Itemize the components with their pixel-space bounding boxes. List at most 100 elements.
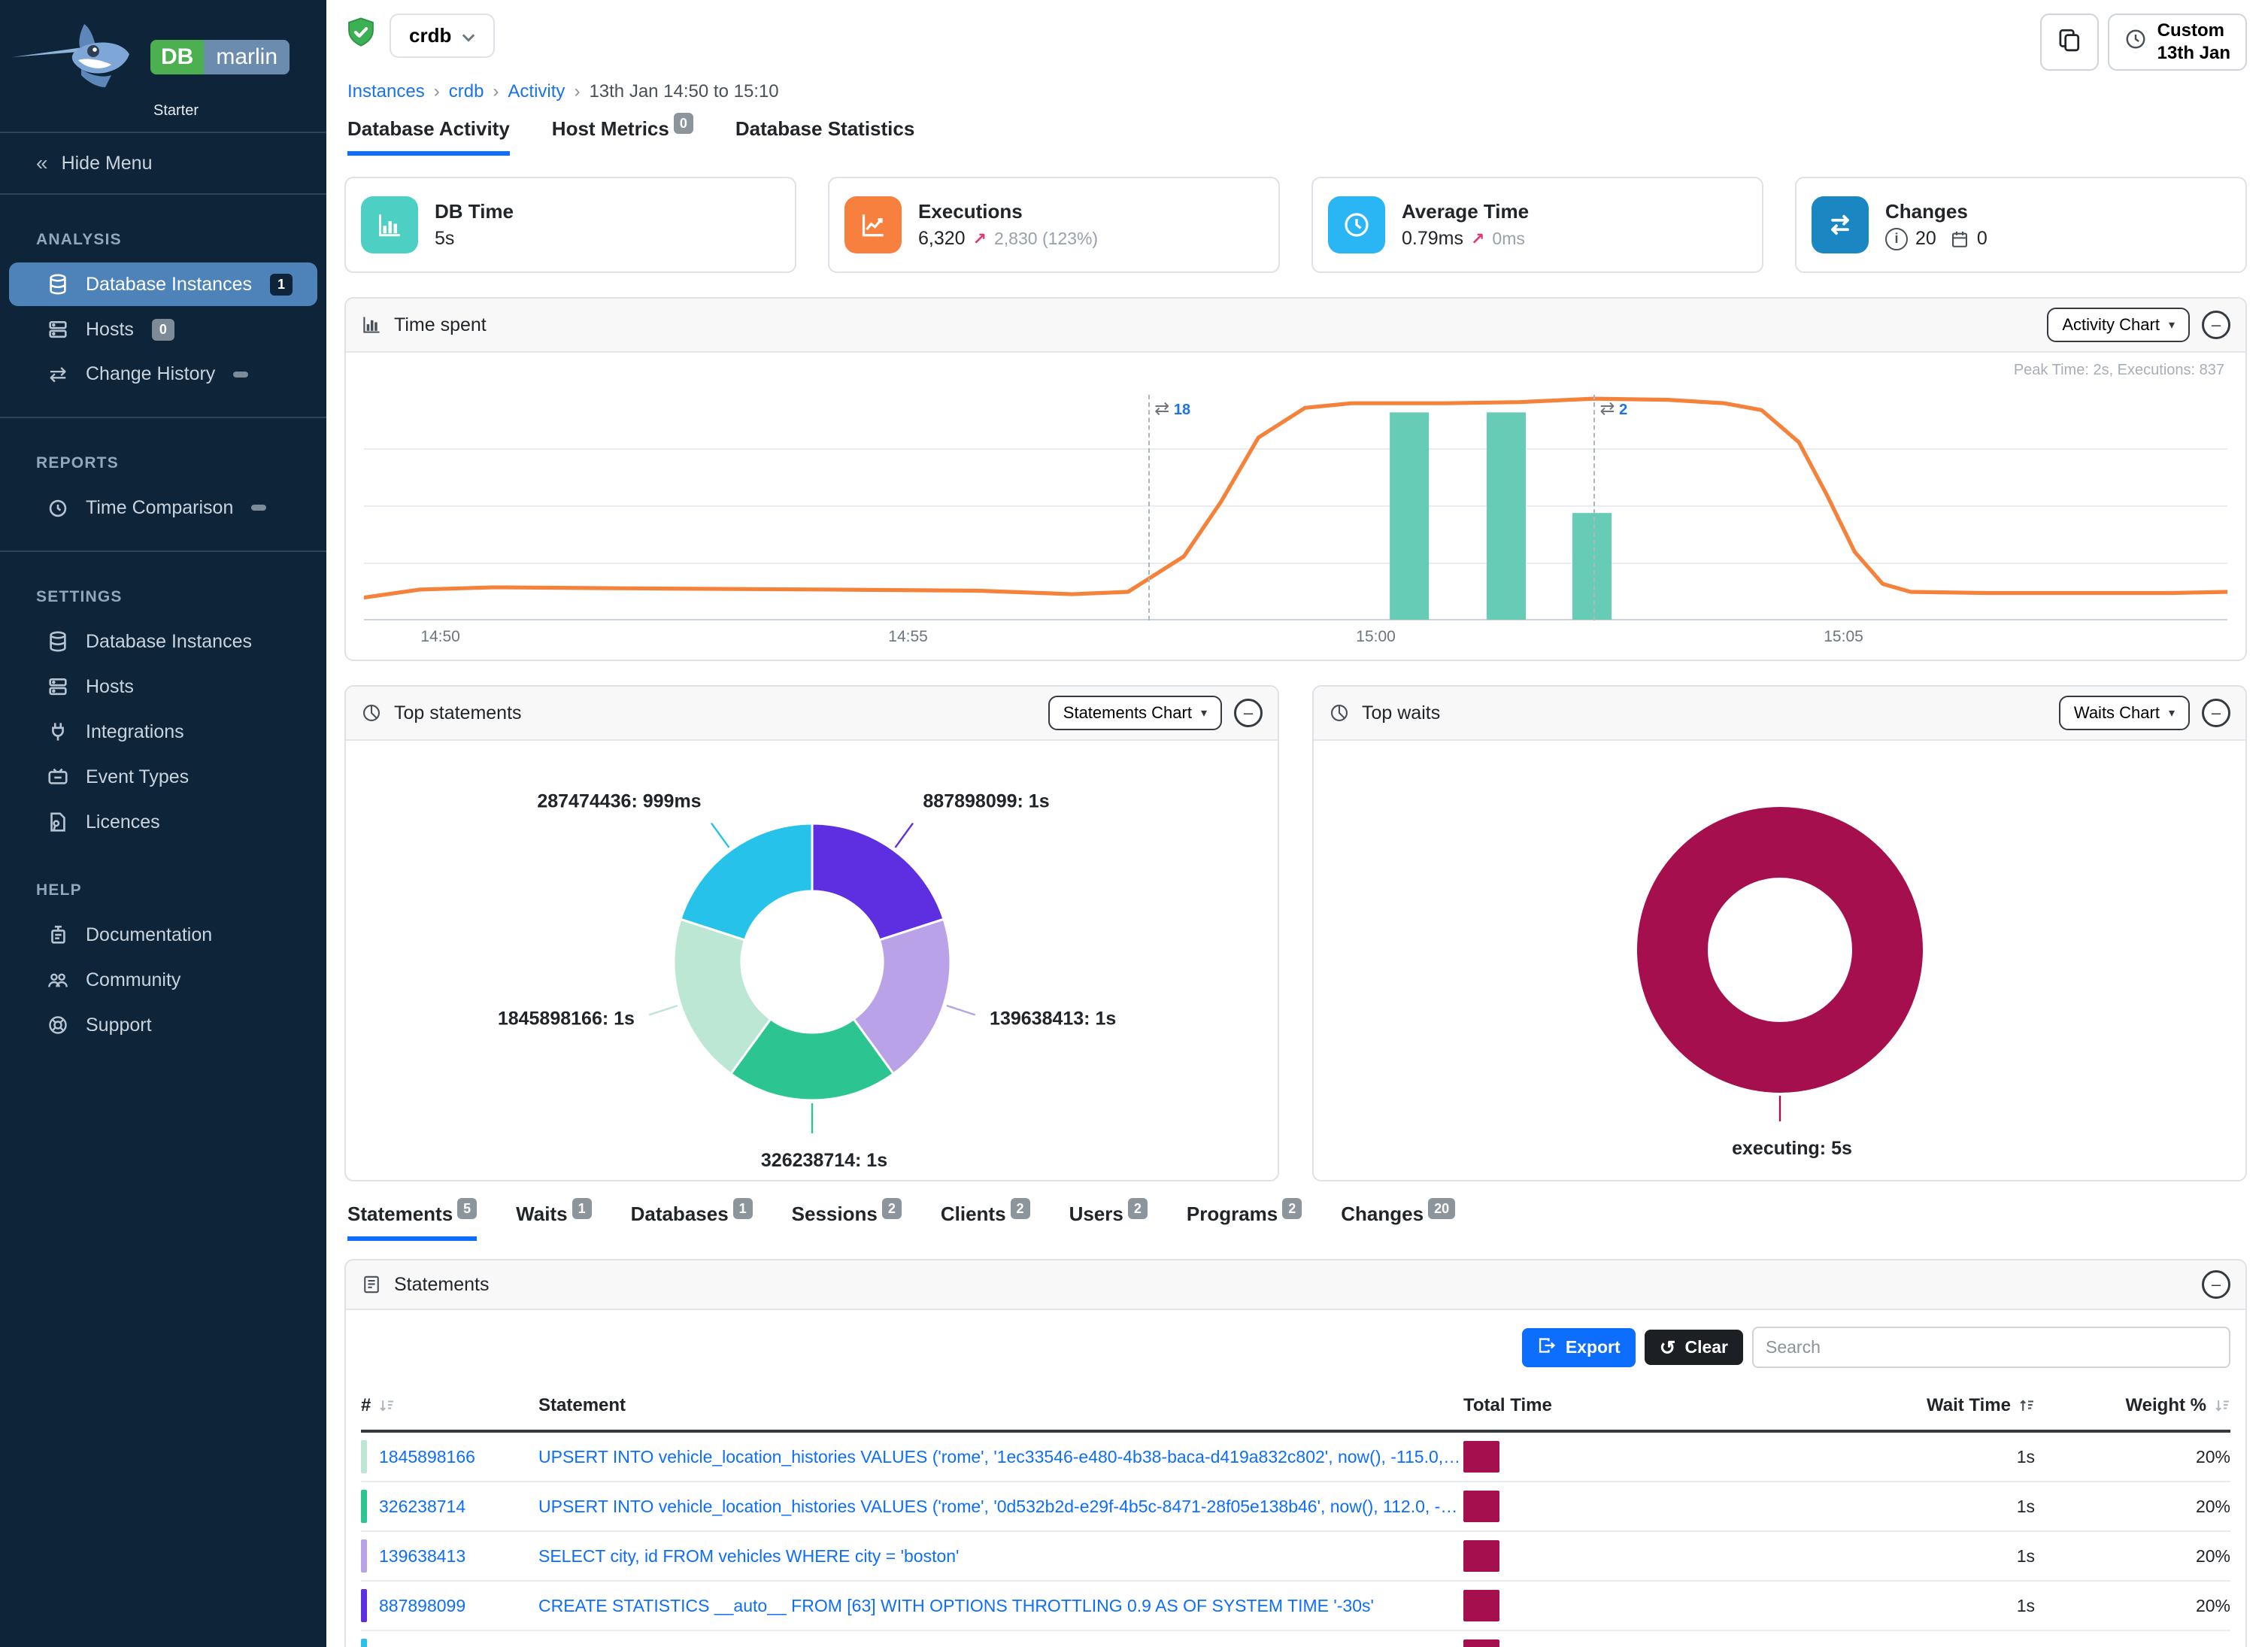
- total-time-cell: [1463, 1491, 1689, 1522]
- time-range-button[interactable]: Custom 13th Jan: [2107, 14, 2247, 71]
- trend-up-icon: ↗: [972, 229, 987, 248]
- event-count: 0: [1976, 228, 1988, 249]
- collapse-panel-button[interactable]: –: [2202, 699, 2230, 727]
- statement-id-link[interactable]: 1845898166: [379, 1446, 475, 1467]
- hide-menu-button[interactable]: « Hide Menu: [0, 133, 326, 195]
- panel-title: Top statements: [394, 702, 522, 723]
- col-weight[interactable]: Weight %: [2035, 1395, 2230, 1416]
- color-key: [361, 1639, 367, 1647]
- pie-chart-icon: [361, 702, 382, 723]
- breadcrumb-activity-link[interactable]: Activity: [508, 81, 565, 102]
- statement-list-icon: [361, 1274, 382, 1295]
- sidebar-item-time-comparison[interactable]: Time Comparison: [9, 486, 317, 529]
- statement-id-link[interactable]: 139638413: [379, 1545, 466, 1566]
- search-input[interactable]: [1752, 1327, 2230, 1368]
- export-button[interactable]: Export: [1521, 1327, 1636, 1367]
- sidebar-item-integrations[interactable]: Integrations: [9, 710, 317, 754]
- total-time-bar: [1463, 1441, 1499, 1473]
- instance-selector-button[interactable]: crdb: [390, 14, 496, 58]
- statement-id-cell: 326238714: [361, 1490, 538, 1523]
- collapse-panel-button[interactable]: –: [1234, 699, 1263, 727]
- breadcrumb-crdb-link[interactable]: crdb: [448, 81, 484, 102]
- statement-link[interactable]: SELECT city, id FROM vehicles WHERE city…: [538, 1545, 960, 1566]
- server-icon: [45, 318, 71, 341]
- database-icon: [45, 630, 71, 653]
- change-annotation[interactable]: ⇄ 18: [1148, 395, 1190, 620]
- kpi-executions: Executions 6,320 ↗ 2,830 (123%): [828, 177, 1280, 273]
- statement-link[interactable]: UPSERT INTO vehicle_location_histories V…: [538, 1496, 1463, 1516]
- statement-id-link[interactable]: 887898099: [379, 1595, 466, 1615]
- change-count: 20: [1915, 228, 1936, 249]
- top-waits-body: executing: 5s: [1314, 741, 2245, 1180]
- table-row: 139638413 SELECT city, id FROM vehicles …: [361, 1532, 2230, 1582]
- sidebar-item-change-history[interactable]: ⇄ Change History: [9, 353, 317, 396]
- statement-cell: CREATE STATISTICS __auto__ FROM [63] WIT…: [538, 1596, 1463, 1616]
- statement-id-link[interactable]: 326238714: [379, 1496, 466, 1516]
- tab-databases[interactable]: Databases 1: [631, 1198, 753, 1241]
- sidebar-item-support[interactable]: Support: [9, 1003, 317, 1047]
- tab-waits[interactable]: Waits 1: [516, 1198, 592, 1241]
- panel-title: Top waits: [1362, 702, 1441, 723]
- x-tick-label: 15:05: [1824, 628, 1863, 645]
- peak-note: Peak Time: 2s, Executions: 837: [2013, 362, 2224, 378]
- collapse-panel-button[interactable]: –: [2202, 311, 2230, 339]
- tab-database-statistics[interactable]: Database Statistics: [735, 117, 915, 140]
- sidebar-item-settings-hosts[interactable]: Hosts: [9, 665, 317, 708]
- col-statement[interactable]: Statement: [538, 1395, 626, 1415]
- section-title: REPORTS: [36, 454, 119, 472]
- sidebar-item-documentation[interactable]: Documentation: [9, 913, 317, 957]
- wait-time-cell: 1s: [2016, 1595, 2035, 1615]
- collapse-icon: «: [36, 151, 48, 174]
- col-id[interactable]: #: [361, 1395, 538, 1416]
- waits-chart-selector[interactable]: Waits Chart ▾: [2058, 696, 2190, 730]
- sidebar-item-database-instances[interactable]: Database Instances 1: [9, 262, 317, 306]
- top-statements-donut[interactable]: 887898099: 1s 139638413: 1s 326238714: 1s 1…: [361, 742, 1263, 1178]
- breadcrumb-current: 13th Jan 14:50 to 15:10: [589, 81, 779, 102]
- brand: DB marlin Starter: [0, 0, 326, 133]
- change-annotation[interactable]: ⇄ 2: [1593, 395, 1627, 620]
- export-icon: [1537, 1336, 1557, 1360]
- clear-button[interactable]: ↺ Clear: [1644, 1330, 1743, 1365]
- top-waits-donut[interactable]: executing: 5s: [1329, 742, 2231, 1178]
- divider: [0, 417, 326, 418]
- tab-changes[interactable]: Changes 20: [1341, 1198, 1456, 1241]
- sidebar-item-community[interactable]: Community: [9, 958, 317, 1002]
- copy-link-button[interactable]: [2039, 14, 2099, 71]
- statement-link[interactable]: CREATE STATISTICS __auto__ FROM [63] WIT…: [538, 1595, 1374, 1615]
- collapse-panel-button[interactable]: –: [2202, 1270, 2230, 1299]
- chevron-down-icon: ▾: [2168, 319, 2175, 332]
- tab-host-metrics[interactable]: Host Metrics 0: [552, 113, 693, 156]
- breadcrumb-instances-link[interactable]: Instances: [347, 81, 425, 102]
- weight-cell: 20%: [2035, 1645, 2230, 1647]
- top-statements-panel: Top statements Statements Chart ▾ – 8878…: [344, 685, 1279, 1181]
- swap-arrows-icon: ⇄: [49, 362, 67, 386]
- tab-users[interactable]: Users 2: [1069, 1198, 1148, 1241]
- statements-chart-selector[interactable]: Statements Chart ▾: [1048, 696, 1222, 730]
- tab-programs[interactable]: Programs 2: [1187, 1198, 1302, 1241]
- swap-arrows-icon: [1812, 196, 1869, 253]
- color-key: [361, 1490, 367, 1523]
- statement-link[interactable]: UPSERT INTO vehicle_location_histories V…: [538, 1446, 1463, 1467]
- count-badge: 1: [269, 273, 293, 296]
- col-wait-time[interactable]: Wait Time: [1689, 1395, 2035, 1416]
- clock-icon: [2124, 28, 2147, 56]
- sidebar-item-settings-database-instances[interactable]: Database Instances: [9, 620, 317, 663]
- sidebar-section-settings: SETTINGS Database Instances Hosts Integr…: [0, 552, 326, 845]
- col-total-time[interactable]: Total Time: [1463, 1395, 1552, 1415]
- section-title: HELP: [36, 881, 82, 899]
- tab-clients[interactable]: Clients 2: [941, 1198, 1030, 1241]
- svg-text:887898099: 1s: 887898099: 1s: [923, 791, 1049, 812]
- tab-sessions[interactable]: Sessions 2: [792, 1198, 902, 1241]
- wait-time-cell: 999ms: [1689, 1645, 2035, 1647]
- sidebar-item-hosts[interactable]: Hosts 0: [9, 308, 317, 351]
- sidebar-item-licences[interactable]: Licences: [9, 800, 317, 844]
- activity-chart-selector[interactable]: Activity Chart ▾: [2047, 308, 2190, 342]
- sidebar-item-event-types[interactable]: Event Types: [9, 755, 317, 799]
- time-spent-body: Peak Time: 2s, Executions: 837 ⇄ 18 ⇄ 2 1…: [346, 353, 2245, 660]
- time-spent-chart[interactable]: ⇄ 18 ⇄ 2: [364, 392, 2227, 620]
- weight-cell: 20%: [2195, 1496, 2230, 1516]
- top-waits-panel: Top waits Waits Chart ▾ – executing: 5s: [1312, 685, 2247, 1181]
- table-header-row: # Statement Total Time Wait Time Weight …: [361, 1382, 2230, 1433]
- tab-statements[interactable]: Statements 5: [347, 1198, 478, 1241]
- tab-database-activity[interactable]: Database Activity: [347, 117, 510, 156]
